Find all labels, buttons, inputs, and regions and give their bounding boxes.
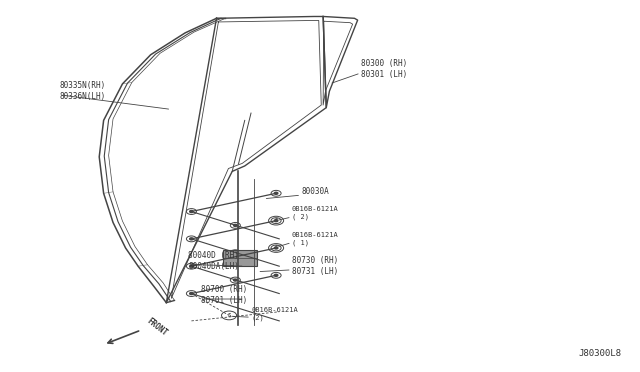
- Circle shape: [275, 247, 278, 249]
- Circle shape: [189, 238, 193, 240]
- Circle shape: [189, 265, 193, 267]
- Text: 80335N(RH)
80336N(LH): 80335N(RH) 80336N(LH): [60, 81, 106, 101]
- Circle shape: [234, 252, 237, 254]
- Bar: [223, 250, 257, 266]
- Text: 0B16B-6121A
( 2): 0B16B-6121A ( 2): [292, 206, 339, 220]
- Text: 80730 (RH)
80731 (LH): 80730 (RH) 80731 (LH): [292, 256, 338, 276]
- Text: 80040D (RH)
80040DA(LH): 80040D (RH) 80040DA(LH): [188, 251, 239, 271]
- Text: S: S: [227, 313, 230, 318]
- Circle shape: [189, 211, 193, 212]
- Circle shape: [189, 292, 193, 295]
- Circle shape: [275, 192, 278, 194]
- Text: 0B16B-6121A
(2): 0B16B-6121A (2): [251, 307, 298, 321]
- Text: 80700 (RH)
80701 (LH): 80700 (RH) 80701 (LH): [201, 285, 247, 305]
- Circle shape: [275, 219, 278, 222]
- Text: S: S: [275, 246, 278, 250]
- Text: S: S: [275, 218, 278, 223]
- Text: 80030A: 80030A: [301, 187, 329, 196]
- Text: 0B16B-6121A
( 1): 0B16B-6121A ( 1): [292, 232, 339, 246]
- Text: 80300 (RH)
80301 (LH): 80300 (RH) 80301 (LH): [361, 59, 407, 79]
- Circle shape: [234, 279, 237, 281]
- Text: FRONT: FRONT: [146, 317, 170, 338]
- Circle shape: [234, 224, 237, 227]
- Circle shape: [275, 274, 278, 276]
- Text: J80300L8: J80300L8: [578, 349, 621, 358]
